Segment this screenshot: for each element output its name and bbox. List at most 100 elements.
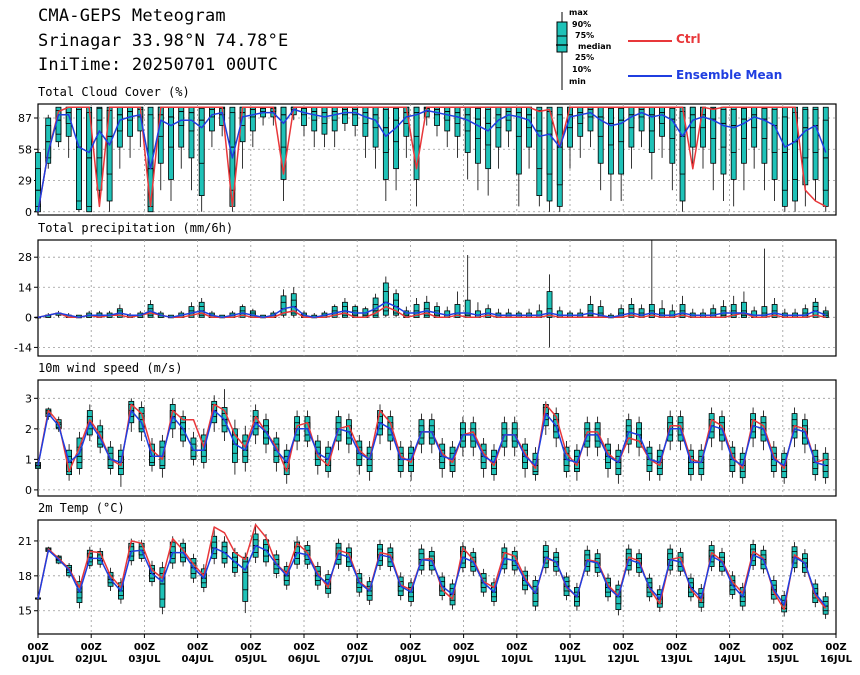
init-time-label: IniTime: 20250701 00UTC bbox=[38, 55, 279, 75]
y-tick-label: 28 bbox=[18, 251, 32, 264]
box-p25-p75 bbox=[505, 106, 512, 121]
mean-legend-label: Ensemble Mean bbox=[676, 68, 783, 82]
x-tick-date: 10JUL bbox=[501, 654, 534, 665]
box-p25-p75 bbox=[35, 168, 41, 207]
box-p25-p75 bbox=[761, 107, 768, 139]
y-tick-label: 29 bbox=[18, 175, 32, 188]
panel-title-0: Total Cloud Cover (%) bbox=[38, 85, 190, 99]
x-tick-date: 13JUL bbox=[660, 654, 693, 665]
box-p25-p75 bbox=[710, 107, 717, 139]
box-p25-p75 bbox=[495, 106, 502, 129]
x-tick-date: 15JUL bbox=[767, 654, 800, 665]
box-p25-p75 bbox=[546, 111, 553, 175]
legend-p25: 25% bbox=[575, 53, 595, 62]
box-p25-p75 bbox=[242, 561, 249, 591]
mean-line-3 bbox=[37, 544, 827, 607]
box-p25-p75 bbox=[168, 106, 174, 148]
box-p25-p75 bbox=[556, 114, 563, 186]
x-tick-date: 07JUL bbox=[341, 654, 374, 665]
x-tick-date: 16JUL bbox=[820, 654, 853, 665]
x-tick-hour: 00Z bbox=[506, 642, 527, 653]
x-tick-hour: 00Z bbox=[453, 642, 474, 653]
box-p25-p75 bbox=[485, 108, 492, 146]
x-tick-date: 08JUL bbox=[394, 654, 427, 665]
panel-frame-2 bbox=[37, 379, 837, 497]
x-tick-date: 12JUL bbox=[607, 654, 640, 665]
ctrl-line-3 bbox=[37, 523, 827, 611]
x-tick-date: 05JUL bbox=[235, 654, 268, 665]
y-tick-label: 87 bbox=[18, 112, 32, 125]
mean-line-2 bbox=[37, 409, 826, 467]
box-p25-p75 bbox=[362, 106, 369, 124]
station-label: Srinagar 33.98°N 74.78°E bbox=[38, 31, 289, 51]
legend-min: min bbox=[569, 77, 586, 86]
y-tick-label: 21 bbox=[18, 535, 32, 548]
box-p25-p75 bbox=[536, 110, 543, 170]
x-tick-date: 06JUL bbox=[288, 654, 321, 665]
ctrl-legend-line bbox=[628, 40, 672, 42]
box-p25-p75 bbox=[159, 573, 166, 600]
box-p25-p75 bbox=[454, 106, 461, 124]
box-p25-p75 bbox=[178, 106, 185, 126]
x-tick-hour: 00Z bbox=[400, 642, 421, 653]
y-tick-label: -14 bbox=[14, 341, 32, 354]
y-tick-label: 14 bbox=[18, 281, 32, 294]
box-p25-p75 bbox=[280, 106, 287, 148]
box-p25-p75 bbox=[372, 106, 379, 129]
box-p25-p75 bbox=[648, 106, 655, 132]
panel-frame-3 bbox=[37, 519, 837, 635]
mean-line-1 bbox=[37, 301, 827, 319]
x-tick-date: 03JUL bbox=[128, 654, 161, 665]
chart-title: CMA-GEPS Meteogram bbox=[38, 6, 226, 26]
box-p25-p75 bbox=[781, 116, 788, 191]
legend-p75: 75% bbox=[575, 31, 595, 40]
x-tick-hour: 00Z bbox=[772, 642, 793, 653]
box-p25-p75 bbox=[382, 291, 389, 312]
mean-legend-line bbox=[628, 75, 672, 77]
box-p25-p75 bbox=[188, 106, 195, 132]
ctrl-legend-label: Ctrl bbox=[676, 32, 701, 46]
box-p25-p75 bbox=[413, 106, 420, 137]
y-tick-label: 0 bbox=[25, 206, 32, 219]
x-tick-hour: 00Z bbox=[666, 642, 687, 653]
box-p25-p75 bbox=[526, 106, 532, 129]
x-tick-hour: 00Z bbox=[559, 642, 580, 653]
x-tick-hour: 00Z bbox=[240, 642, 261, 653]
x-tick-date: 04JUL bbox=[182, 654, 215, 665]
panel-title-2: 10m wind speed (m/s) bbox=[38, 361, 183, 375]
y-tick-label: 2 bbox=[25, 423, 32, 436]
y-tick-label: 3 bbox=[25, 392, 32, 405]
box-p25-p75 bbox=[689, 106, 696, 129]
x-tick-hour: 00Z bbox=[187, 642, 208, 653]
ctrl-line-0 bbox=[37, 106, 827, 212]
legend-p90: 90% bbox=[572, 20, 592, 29]
x-tick-hour: 00Z bbox=[293, 642, 314, 653]
header: CMA-GEPS Meteogram Srinagar 33.98°N 74.7… bbox=[0, 0, 860, 90]
x-tick-date: 02JUL bbox=[75, 654, 108, 665]
box-legend-lower bbox=[556, 35, 568, 53]
x-tick-hour: 00Z bbox=[134, 642, 155, 653]
box-p25-p75 bbox=[475, 107, 481, 139]
x-tick-date: 11JUL bbox=[554, 654, 587, 665]
box-p25-p75 bbox=[608, 107, 614, 146]
x-tick-hour: 00Z bbox=[613, 642, 634, 653]
box-legend: max 90% 75% median 25% 10% min bbox=[556, 8, 616, 92]
x-tick-date: 01JUL bbox=[22, 654, 55, 665]
box-p25-p75 bbox=[720, 108, 727, 148]
box-p25-p75 bbox=[822, 119, 829, 191]
box-p25-p75 bbox=[198, 107, 205, 164]
y-tick-label: 58 bbox=[18, 143, 32, 156]
x-tick-date: 09JUL bbox=[448, 654, 481, 665]
x-tick-hour: 00Z bbox=[825, 642, 846, 653]
x-tick-date: 14JUL bbox=[714, 654, 747, 665]
panel-frame-1 bbox=[37, 239, 837, 357]
legend-median: median bbox=[578, 42, 612, 51]
panel-title-3: 2m Temp (°C) bbox=[38, 501, 125, 515]
box-p25-p75 bbox=[618, 107, 625, 143]
y-tick-label: 18 bbox=[18, 570, 32, 583]
box-p25-p75 bbox=[382, 108, 389, 153]
panel-title-1: Total precipitation (mm/6h) bbox=[38, 221, 233, 235]
box-p25-p75 bbox=[730, 108, 737, 153]
box-p25-p75 bbox=[628, 308, 635, 316]
